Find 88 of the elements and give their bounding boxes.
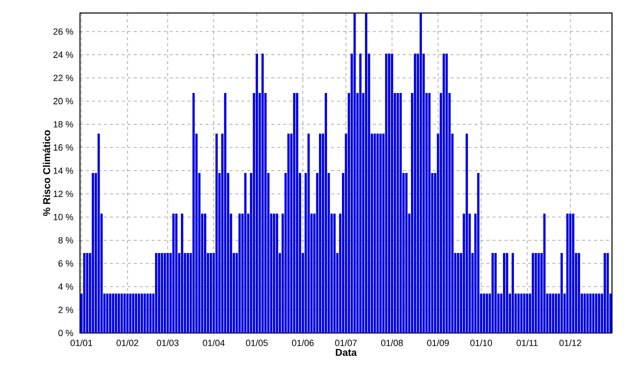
bar xyxy=(396,92,399,333)
bar xyxy=(592,294,594,333)
bar xyxy=(538,253,540,333)
y-tick-label: 0 % xyxy=(58,330,74,336)
bar xyxy=(457,253,460,333)
bar xyxy=(442,54,445,333)
bar xyxy=(503,253,506,333)
bar xyxy=(132,294,134,333)
bar xyxy=(186,253,189,333)
bar xyxy=(420,12,422,333)
x-tick-label: 01/11 xyxy=(516,340,538,346)
bar xyxy=(166,253,169,333)
bar xyxy=(296,92,298,333)
y-axis-title: % Risco Climático xyxy=(42,130,50,216)
bar xyxy=(175,214,178,333)
bar xyxy=(584,294,586,333)
bar xyxy=(244,172,247,333)
x-tick-label: 01/01 xyxy=(70,340,92,346)
x-tick-label: 01/06 xyxy=(292,340,314,346)
bar xyxy=(364,12,368,333)
y-tick-label: 2 % xyxy=(58,306,74,313)
x-tick-label: 01/08 xyxy=(381,340,403,346)
bar xyxy=(477,172,480,333)
bar xyxy=(385,54,388,333)
x-tick-label: 01/12 xyxy=(559,340,582,346)
bar xyxy=(238,214,241,333)
bar xyxy=(604,253,606,333)
x-tick-label: 01/02 xyxy=(116,340,138,346)
bar xyxy=(155,253,158,333)
y-tick-label: 10 % xyxy=(54,214,74,220)
bar xyxy=(324,92,328,333)
x-tick-label: 01/05 xyxy=(246,340,268,346)
bar xyxy=(388,54,390,333)
bar xyxy=(140,294,143,333)
x-axis-title: Data xyxy=(336,348,357,356)
bar xyxy=(399,92,402,333)
y-tick-label: 18 % xyxy=(54,121,74,128)
bar xyxy=(210,253,212,333)
y-tick-label: 6 % xyxy=(58,260,74,267)
bar xyxy=(144,294,146,333)
bar xyxy=(109,294,112,333)
x-tick-label: 01/03 xyxy=(156,340,179,346)
bar xyxy=(492,253,494,333)
bar xyxy=(106,294,108,333)
bar xyxy=(549,294,552,333)
bar xyxy=(534,253,537,333)
y-tick-label: 12 % xyxy=(54,190,74,198)
y-tick-label: 8 % xyxy=(58,237,74,244)
bar xyxy=(376,134,379,333)
y-tick-label: 26 % xyxy=(54,28,74,35)
bar xyxy=(83,253,86,333)
bar xyxy=(569,214,572,333)
y-tick-label: 14 % xyxy=(54,168,74,174)
y-tick-label: 4 % xyxy=(58,283,74,290)
bar xyxy=(261,54,264,333)
bar xyxy=(512,253,514,333)
y-tick-label: 24 % xyxy=(54,52,74,58)
x-tick-label: 01/04 xyxy=(202,340,225,346)
bar xyxy=(526,294,528,333)
bar xyxy=(224,92,226,333)
bar xyxy=(293,92,296,333)
bar xyxy=(256,54,258,333)
y-tick-label: 16 % xyxy=(54,144,74,151)
bar xyxy=(86,253,88,333)
bar xyxy=(606,253,609,333)
y-tick-label: 22 % xyxy=(54,74,74,82)
bar xyxy=(560,253,563,333)
x-tick-label: 01/10 xyxy=(470,340,492,346)
x-tick-label: 01/09 xyxy=(427,340,449,346)
bar xyxy=(353,12,356,333)
bar xyxy=(164,253,166,333)
x-tick-label: 01/07 xyxy=(335,340,357,346)
bar xyxy=(595,294,598,333)
bar xyxy=(405,172,408,333)
bar xyxy=(307,134,310,333)
bar xyxy=(129,294,132,333)
bar xyxy=(118,294,120,333)
bar xyxy=(446,54,448,333)
bar xyxy=(318,134,322,333)
bar xyxy=(466,134,468,333)
bar xyxy=(272,214,276,333)
bar xyxy=(359,54,362,333)
bar xyxy=(120,294,123,333)
bar xyxy=(523,294,526,333)
bar xyxy=(374,134,376,333)
bar xyxy=(572,214,574,333)
y-tick-label: 20 % xyxy=(54,98,74,104)
bar xyxy=(98,134,100,333)
